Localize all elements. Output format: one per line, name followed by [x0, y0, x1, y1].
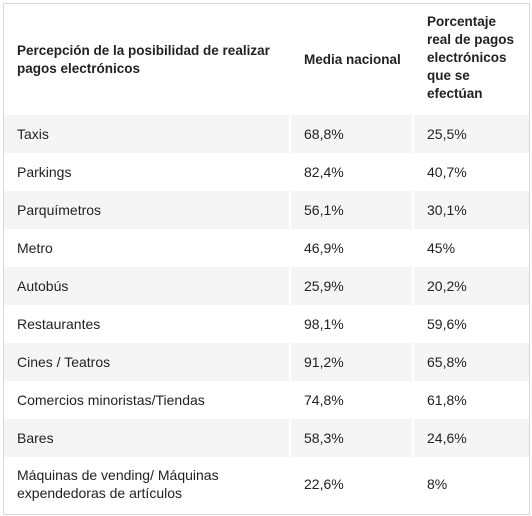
cell-real-percentage: 65,8% — [414, 343, 529, 381]
cell-national-average: 22,6% — [291, 457, 414, 511]
cell-category: Máquinas de vending/ Máquinas expendedor… — [4, 457, 291, 511]
cell-national-average: 68,8% — [291, 115, 414, 153]
data-table: Percepción de la posibilidad de realizar… — [4, 4, 529, 511]
cell-real-percentage: 40,7% — [414, 153, 529, 191]
header-real-percentage: Porcentaje real de pagos electrónicos qu… — [427, 14, 515, 101]
header-perception: Percepción de la posibilidad de realizar… — [17, 42, 270, 76]
cell-category: Parquímetros — [4, 191, 291, 229]
cell-category: Cines / Teatros — [4, 343, 291, 381]
table-row: Cines / Teatros 91,2% 65,8% — [4, 343, 529, 381]
cell-national-average: 82,4% — [291, 153, 414, 191]
cell-category: Taxis — [4, 115, 291, 153]
table-row: Taxis 68,8% 25,5% — [4, 115, 529, 153]
cell-national-average: 98,1% — [291, 305, 414, 343]
cell-real-percentage: 25,5% — [414, 115, 529, 153]
table-row: Autobús 25,9% 20,2% — [4, 267, 529, 305]
cell-national-average: 56,1% — [291, 191, 414, 229]
table-header-row: Percepción de la posibilidad de realizar… — [4, 4, 529, 115]
cell-national-average: 46,9% — [291, 229, 414, 267]
cell-category: Parkings — [4, 153, 291, 191]
header-national-average: Media nacional — [304, 51, 401, 67]
cell-real-percentage: 45% — [414, 229, 529, 267]
cell-category: Autobús — [4, 267, 291, 305]
cell-national-average: 91,2% — [291, 343, 414, 381]
table-row: Parquímetros 56,1% 30,1% — [4, 191, 529, 229]
cell-national-average: 58,3% — [291, 419, 414, 457]
payments-table: Percepción de la posibilidad de realizar… — [3, 3, 530, 515]
cell-category: Comercios minoristas/Tiendas — [4, 381, 291, 419]
cell-national-average: 74,8% — [291, 381, 414, 419]
cell-real-percentage: 30,1% — [414, 191, 529, 229]
cell-category: Metro — [4, 229, 291, 267]
cell-real-percentage: 24,6% — [414, 419, 529, 457]
table-row: Metro 46,9% 45% — [4, 229, 529, 267]
table-row: Comercios minoristas/Tiendas 74,8% 61,8% — [4, 381, 529, 419]
cell-real-percentage: 20,2% — [414, 267, 529, 305]
cell-category: Bares — [4, 419, 291, 457]
cell-national-average: 25,9% — [291, 267, 414, 305]
cell-real-percentage: 59,6% — [414, 305, 529, 343]
table-row: Bares 58,3% 24,6% — [4, 419, 529, 457]
table-row: Máquinas de vending/ Máquinas expendedor… — [4, 457, 529, 511]
cell-real-percentage: 8% — [414, 457, 529, 511]
cell-category: Restaurantes — [4, 305, 291, 343]
table-row: Parkings 82,4% 40,7% — [4, 153, 529, 191]
table-row: Restaurantes 98,1% 59,6% — [4, 305, 529, 343]
cell-real-percentage: 61,8% — [414, 381, 529, 419]
